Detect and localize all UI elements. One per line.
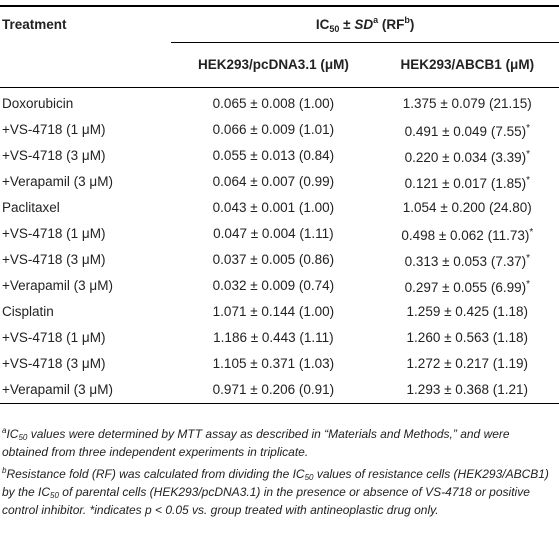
sd-footnote-mark: a [373,14,379,25]
treatment-cell: +Verapamil (3 μM) [2,174,113,189]
footnote-a: aIC50 values were determined by MTT assa… [2,425,555,461]
abcb1-value: 0.121 ± 0.017 (1.85) [404,175,527,191]
footnote-a-text: values were determined by MTT assay as d… [2,427,510,459]
significance-star: * [526,148,530,160]
table-row: +VS-4718 (1 μM) 0.066 ± 0.009 (1.01) 0.491… [0,117,559,143]
abcb1-value-cell: 1.054 ± 0.200 (24.80) [376,195,559,221]
table-row: +VS-4718 (1 μM) 1.186 ± 0.443 (1.11) 1.260… [0,325,559,351]
abcb1-value: 0.491 ± 0.049 (7.55) [404,123,527,139]
footnote-a-mark: a [2,426,7,435]
table-row: +Verapamil (3 μM) 0.971 ± 0.206 (0.91) 1.2… [0,377,559,404]
abcb1-value-cell: 0.491 ± 0.049 (7.55)* [376,117,559,143]
abcb1-value: 1.375 ± 0.079 (21.15) [402,96,532,111]
ic-prefix: IC [315,16,330,32]
abcb1-value-cell: 0.297 ± 0.055 (6.99)* [376,273,559,299]
significance-star: * [529,226,534,238]
pcdna-value-cell: 0.065 ± 0.008 (1.00) [212,96,335,111]
ic-sub: 50 [329,23,340,34]
abcb1-value-cell: 0.121 ± 0.017 (1.85)* [376,169,559,195]
table-body: Doxorubicin 0.065 ± 0.008 (1.00) 1.375 ± 0… [0,88,559,404]
footnote-b-sub2: 50 [50,491,59,500]
table-row: Doxorubicin 0.065 ± 0.008 (1.00) 1.375 ± 0… [0,88,559,118]
abcb1-value-cell: 1.259 ± 0.425 (1.18) [376,299,559,325]
footnote-b-mark: b [2,466,7,475]
treatment-cell: +VS-4718 (3 μM) [2,252,106,267]
abcb1-value-cell: 0.313 ± 0.053 (7.37)* [376,247,559,273]
col-header-pcdna: HEK293/pcDNA3.1 (μM) [198,57,349,72]
abcb1-value-cell: 1.272 ± 0.217 (1.19) [376,351,559,377]
rf-footnote-mark: b [404,14,410,25]
rf-close: ) [409,16,415,32]
table-row: +Verapamil (3 μM) 0.032 ± 0.009 (0.74) 0.2… [0,273,559,299]
abcb1-value-cell: 0.220 ± 0.034 (3.39)* [376,143,559,169]
ic50-table: Treatment IC50 ± SDa (RFb) HEK293/pcDNA3… [0,5,559,404]
abcb1-value: 0.313 ± 0.053 (7.37) [404,253,527,269]
table-row: +VS-4718 (3 μM) 1.105 ± 0.371 (1.03) 1.272… [0,351,559,377]
table-row: +VS-4718 (1 μM) 0.047 ± 0.004 (1.11) 0.498… [0,221,559,247]
footnote-b-text1: Resistance fold (RF) was calculated from… [6,467,305,481]
treatment-cell: +VS-4718 (1 μM) [2,330,106,345]
significance-star: * [526,122,530,134]
pcdna-value-cell: 0.064 ± 0.007 (0.99) [212,174,335,189]
pcdna-value-cell: 1.071 ± 0.144 (1.00) [212,304,335,319]
footnote-a-ic: IC [6,427,19,441]
treatment-cell: +VS-4718 (3 μM) [2,356,106,371]
pcdna-value-cell: 1.186 ± 0.443 (1.11) [213,330,334,345]
pcdna-value-cell: 0.066 ± 0.009 (1.01) [212,122,335,137]
footnote-b-text3: of parental cells (HEK293/pcDNA3.1) in t… [2,485,530,517]
treatment-cell: Cisplatin [2,304,54,319]
abcb1-value: 1.260 ± 0.563 (1.18) [406,330,529,345]
pcdna-value-cell: 1.105 ± 0.371 (1.03) [212,356,335,371]
footnote-b-text2: values of resistance cells (HEK293/ABCB1… [2,467,549,499]
ic50-group-header: IC50 ± SDa (RFb) [171,6,559,43]
header-row-1: Treatment IC50 ± SDa (RFb) [0,6,559,43]
abcb1-value-cell: 0.498 ± 0.062 (11.73)* [376,221,559,247]
footnotes: aIC50 values were determined by MTT assa… [2,425,555,523]
significance-star: * [526,174,530,186]
significance-star: * [526,278,530,290]
sd-label: SD [354,16,374,32]
empty-header-cell [0,43,171,88]
pcdna-value-cell: 0.971 ± 0.206 (0.91) [212,382,335,397]
table-row: Paclitaxel 0.043 ± 0.001 (1.00) 1.054 ± 0.… [0,195,559,221]
pm-sign: ± [339,16,355,32]
table-row: +Verapamil (3 μM) 0.064 ± 0.007 (0.99) 0.1… [0,169,559,195]
treatment-cell: +VS-4718 (3 μM) [2,148,106,163]
treatment-cell: +Verapamil (3 μM) [2,278,113,293]
pcdna-value-cell: 0.047 ± 0.004 (1.11) [213,226,334,241]
treatment-cell: +VS-4718 (1 μM) [2,122,106,137]
abcb1-value: 0.498 ± 0.062 (11.73) [401,227,530,243]
abcb1-value: 0.297 ± 0.055 (6.99) [404,279,527,295]
header-row-2: HEK293/pcDNA3.1 (μM) HEK293/ABCB1 (μM) [0,43,559,88]
footnote-a-sub: 50 [18,433,28,442]
abcb1-value: 1.272 ± 0.217 (1.19) [406,356,529,371]
abcb1-value: 1.293 ± 0.368 (1.21) [406,382,529,397]
abcb1-value: 0.220 ± 0.034 (3.39) [404,149,527,165]
footnote-b-sub1: 50 [304,473,314,482]
table-row: +VS-4718 (3 μM) 0.037 ± 0.005 (0.86) 0.313… [0,247,559,273]
abcb1-value-cell: 1.260 ± 0.563 (1.18) [376,325,559,351]
table-row: +VS-4718 (3 μM) 0.055 ± 0.013 (0.84) 0.220… [0,143,559,169]
abcb1-value-cell: 1.375 ± 0.079 (21.15) [376,88,559,118]
treatment-header: Treatment [2,16,67,32]
table-row: Cisplatin 1.071 ± 0.144 (1.00) 1.259 ± 0.4… [0,299,559,325]
treatment-cell: Paclitaxel [2,200,60,215]
footnote-b: bResistance fold (RF) was calculated fro… [2,465,555,519]
rf-open: (RF [378,16,405,32]
abcb1-value-cell: 1.293 ± 0.368 (1.21) [376,377,559,404]
treatment-cell: +VS-4718 (1 μM) [2,226,106,241]
abcb1-value: 1.259 ± 0.425 (1.18) [406,304,529,319]
col-header-abcb1: HEK293/ABCB1 (μM) [400,57,535,72]
treatment-cell: +Verapamil (3 μM) [2,382,113,397]
pcdna-value-cell: 0.055 ± 0.013 (0.84) [212,148,335,163]
pcdna-value-cell: 0.037 ± 0.005 (0.86) [212,252,335,267]
significance-star: * [526,252,530,264]
treatment-cell: Doxorubicin [2,96,74,111]
pcdna-value-cell: 0.043 ± 0.001 (1.00) [212,200,335,215]
pcdna-value-cell: 0.032 ± 0.009 (0.74) [212,278,335,293]
abcb1-value: 1.054 ± 0.200 (24.80) [402,200,532,215]
